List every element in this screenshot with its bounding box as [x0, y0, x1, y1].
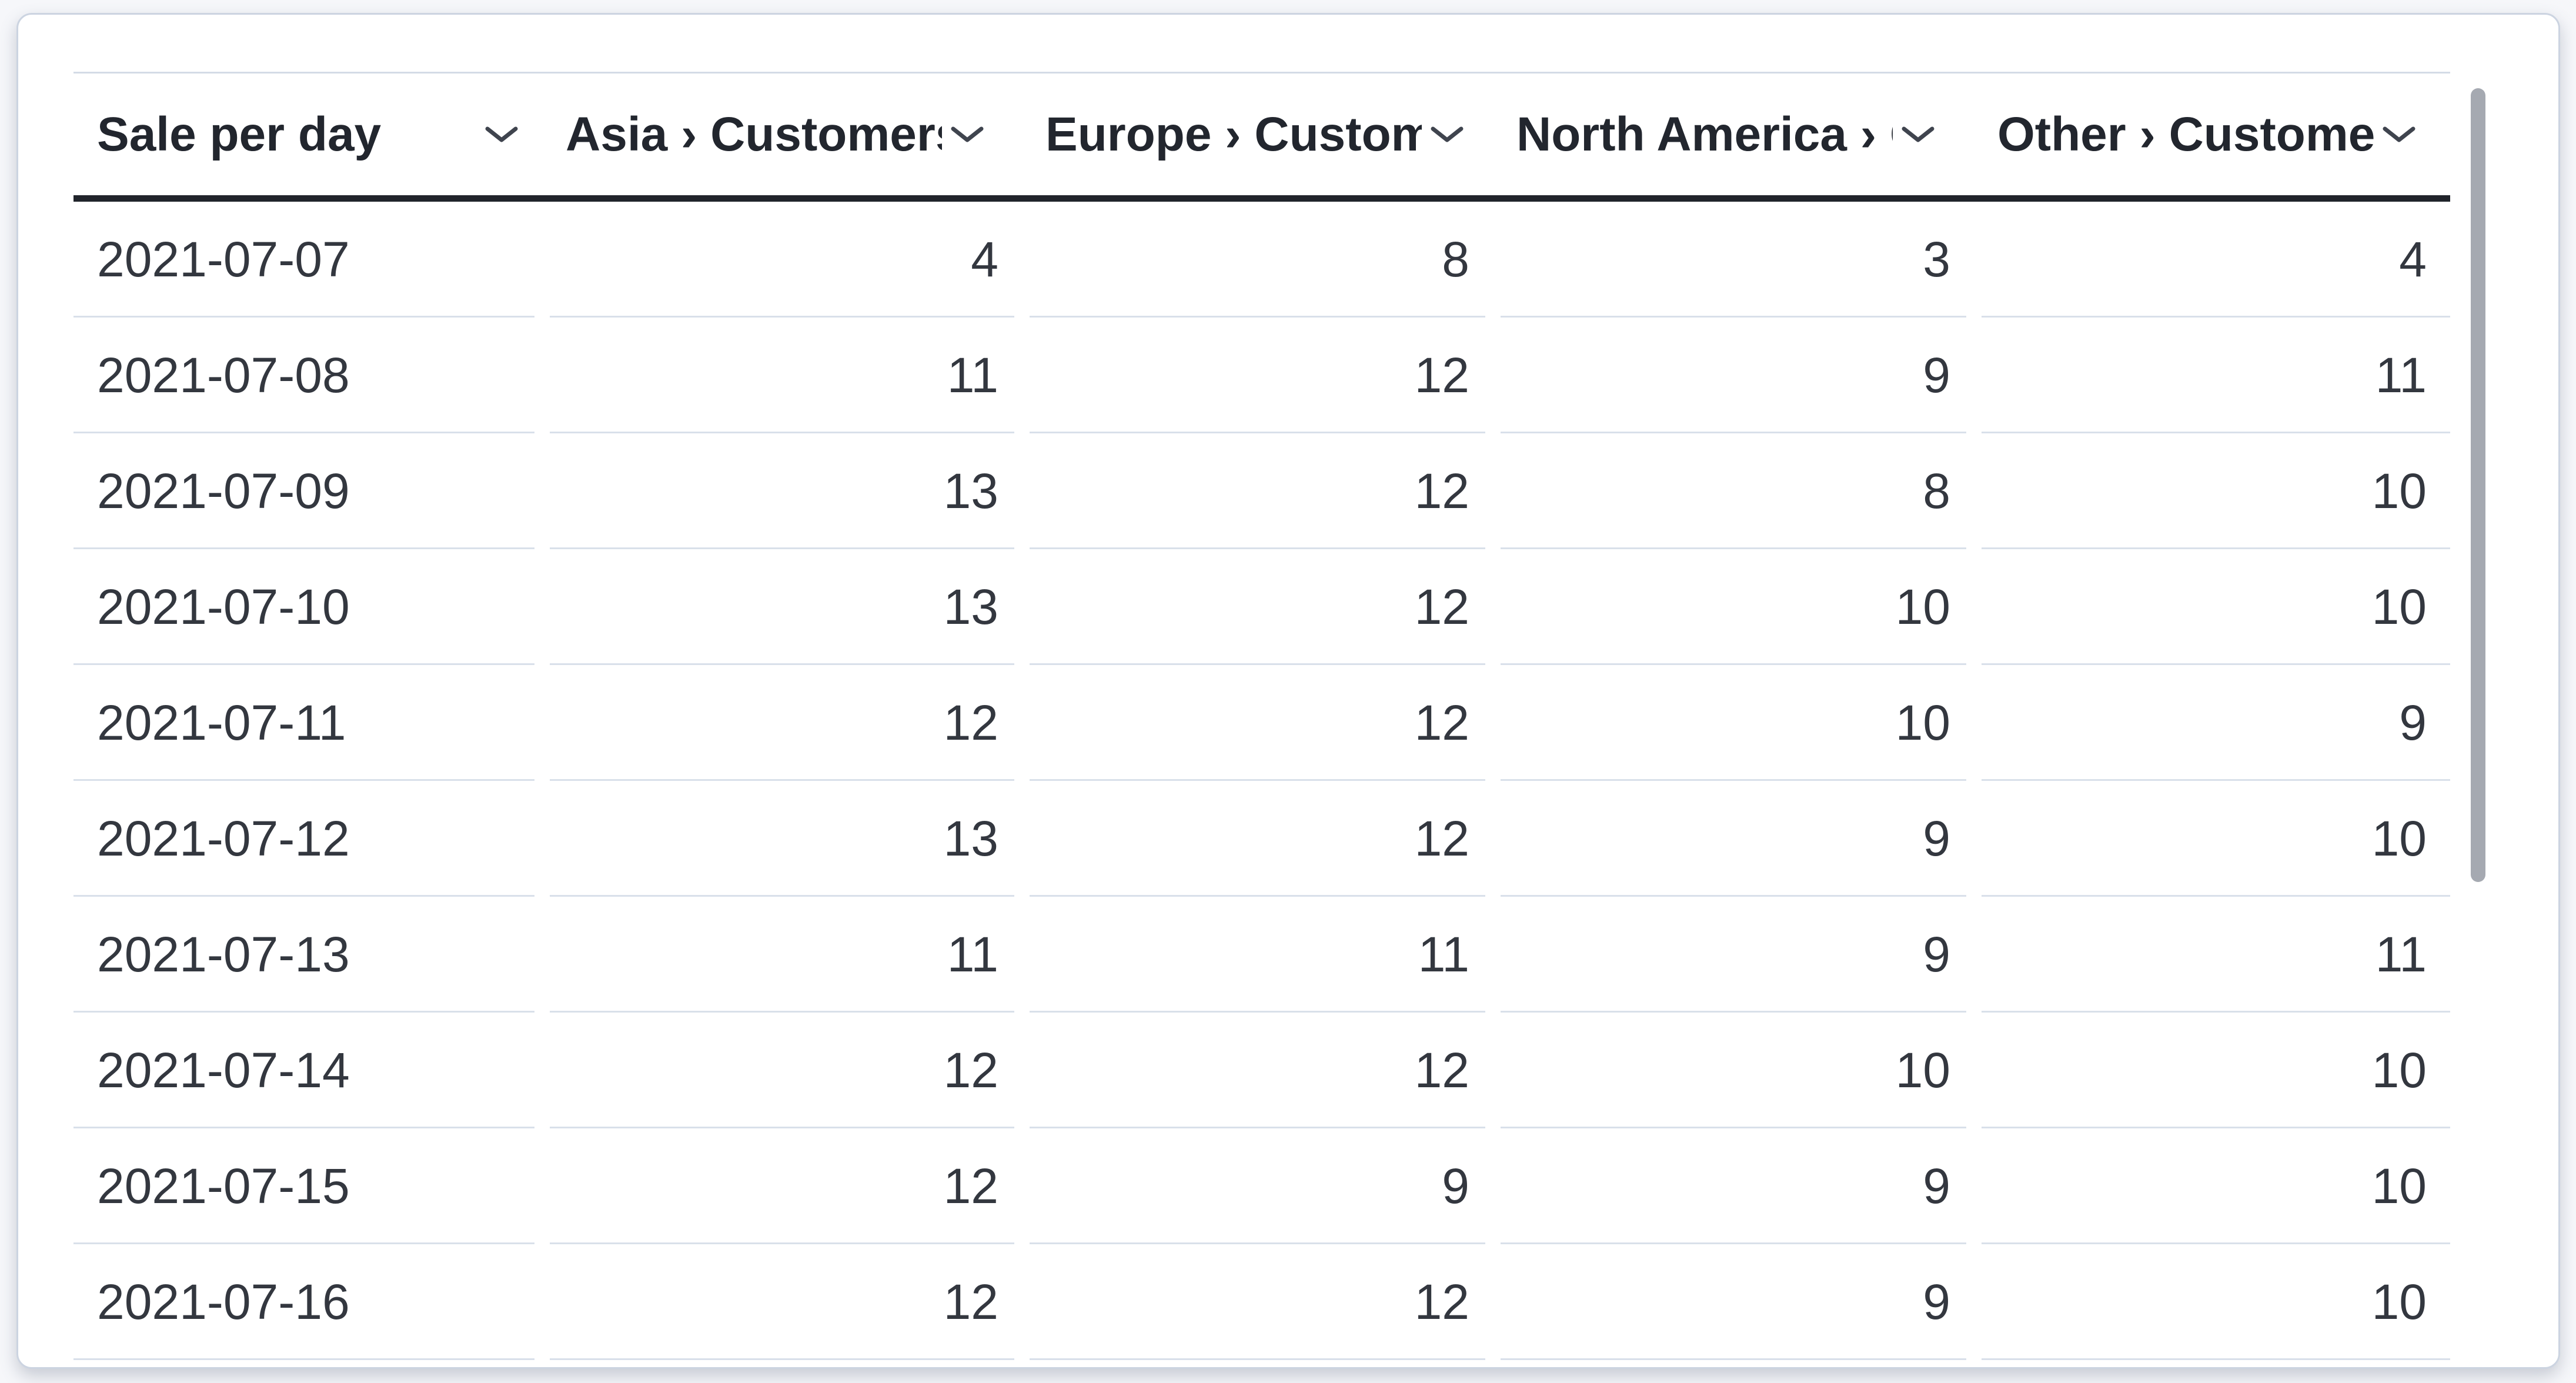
date-cell[interactable]: 2021-07-16 [73, 1244, 542, 1360]
chevron-down-icon[interactable] [1901, 126, 1935, 143]
date-cell[interactable]: 2021-07-10 [73, 549, 542, 665]
value-cell[interactable]: 10 [1493, 549, 1974, 665]
table-card: Sale per day Asia › Customers Europe › Cus… [16, 13, 2560, 1369]
date-cell[interactable]: 2021-07-07 [73, 202, 542, 318]
value-cell[interactable]: 11 [1974, 318, 2450, 433]
table-row: 2021-07-12 13 12 9 10 [73, 781, 2450, 897]
value-cell[interactable]: 11 [1022, 897, 1493, 1013]
table-row: 2021-07-15 12 9 9 10 [73, 1128, 2450, 1244]
value-cell[interactable]: 11 [542, 897, 1022, 1013]
value-cell[interactable]: 9 [1493, 1244, 1974, 1360]
value-cell[interactable]: 4 [1974, 202, 2450, 318]
date-cell[interactable]: 2021-07-09 [73, 433, 542, 549]
date-cell[interactable]: 2021-07-15 [73, 1128, 542, 1244]
value-cell[interactable]: 9 [1974, 665, 2450, 781]
column-header-label: North America › Customers [1516, 107, 1893, 161]
value-cell[interactable]: 10 [1974, 781, 2450, 897]
chevron-down-icon[interactable] [950, 126, 984, 143]
date-cell[interactable]: 2021-07-12 [73, 781, 542, 897]
value-cell[interactable]: 9 [1493, 1128, 1974, 1244]
table-header-row: Sale per day Asia › Customers Europe › Cus… [73, 72, 2450, 202]
value-cell[interactable]: 10 [1493, 665, 1974, 781]
column-header-label: Europe › Customers [1045, 107, 1422, 161]
value-cell[interactable]: 10 [1974, 433, 2450, 549]
table-row: 2021-07-11 12 12 10 9 [73, 665, 2450, 781]
value-cell[interactable]: 12 [542, 1013, 1022, 1128]
value-cell[interactable]: 12 [1022, 781, 1493, 897]
table-row: 2021-07-14 12 12 10 10 [73, 1013, 2450, 1128]
column-header-north_america[interactable]: North America › Customers [1493, 74, 1974, 195]
table-row: 2021-07-09 13 12 8 10 [73, 433, 2450, 549]
value-cell[interactable]: 9 [1022, 1128, 1493, 1244]
value-cell[interactable]: 8 [1493, 433, 1974, 549]
value-cell[interactable]: 11 [542, 318, 1022, 433]
column-header-label: Sale per day [97, 107, 382, 161]
value-cell[interactable]: 12 [1022, 665, 1493, 781]
value-cell[interactable]: 10 [1493, 1013, 1974, 1128]
value-cell[interactable]: 10 [1974, 1244, 2450, 1360]
column-header-label: Asia › Customers [566, 107, 942, 161]
column-header-europe[interactable]: Europe › Customers [1022, 74, 1493, 195]
value-cell[interactable]: 3 [1493, 202, 1974, 318]
value-cell[interactable]: 10 [1974, 1128, 2450, 1244]
table-row: 2021-07-07 4 8 3 4 [73, 202, 2450, 318]
value-cell[interactable]: 12 [1022, 433, 1493, 549]
value-cell[interactable]: 12 [1022, 318, 1493, 433]
chevron-down-icon[interactable] [2382, 126, 2416, 143]
table-row: 2021-07-16 12 12 9 10 [73, 1244, 2450, 1360]
column-header-asia[interactable]: Asia › Customers [542, 74, 1022, 195]
table-row: 2021-07-10 13 12 10 10 [73, 549, 2450, 665]
value-cell[interactable]: 12 [542, 1244, 1022, 1360]
value-cell[interactable]: 13 [542, 549, 1022, 665]
value-cell[interactable]: 11 [1974, 897, 2450, 1013]
value-cell[interactable]: 4 [542, 202, 1022, 318]
value-cell[interactable]: 9 [1493, 781, 1974, 897]
column-header-other[interactable]: Other › Customers [1974, 74, 2450, 195]
value-cell[interactable]: 12 [1022, 549, 1493, 665]
value-cell[interactable]: 12 [1022, 1013, 1493, 1128]
value-cell[interactable]: 13 [542, 781, 1022, 897]
value-cell[interactable]: 9 [1493, 318, 1974, 433]
column-header-label: Other › Customers [1997, 107, 2374, 161]
table-row: 2021-07-13 11 11 9 11 [73, 897, 2450, 1013]
value-cell[interactable]: 12 [1022, 1244, 1493, 1360]
data-table: Sale per day Asia › Customers Europe › Cus… [73, 72, 2450, 1360]
value-cell[interactable]: 9 [1493, 897, 1974, 1013]
value-cell[interactable]: 8 [1022, 202, 1493, 318]
value-cell[interactable]: 12 [542, 1128, 1022, 1244]
value-cell[interactable]: 10 [1974, 549, 2450, 665]
value-cell[interactable]: 12 [542, 665, 1022, 781]
chevron-down-icon[interactable] [485, 126, 519, 143]
value-cell[interactable]: 10 [1974, 1013, 2450, 1128]
vertical-scrollbar-thumb[interactable] [2471, 88, 2485, 882]
value-cell[interactable]: 13 [542, 433, 1022, 549]
table-row: 2021-07-08 11 12 9 11 [73, 318, 2450, 433]
date-cell[interactable]: 2021-07-13 [73, 897, 542, 1013]
date-cell[interactable]: 2021-07-08 [73, 318, 542, 433]
column-header-date[interactable]: Sale per day [73, 74, 542, 195]
date-cell[interactable]: 2021-07-11 [73, 665, 542, 781]
table-body: 2021-07-07 4 8 3 4 2021-07-08 11 12 9 11 2021-07-0… [73, 202, 2450, 1360]
date-cell[interactable]: 2021-07-14 [73, 1013, 542, 1128]
chevron-down-icon[interactable] [1430, 126, 1464, 143]
